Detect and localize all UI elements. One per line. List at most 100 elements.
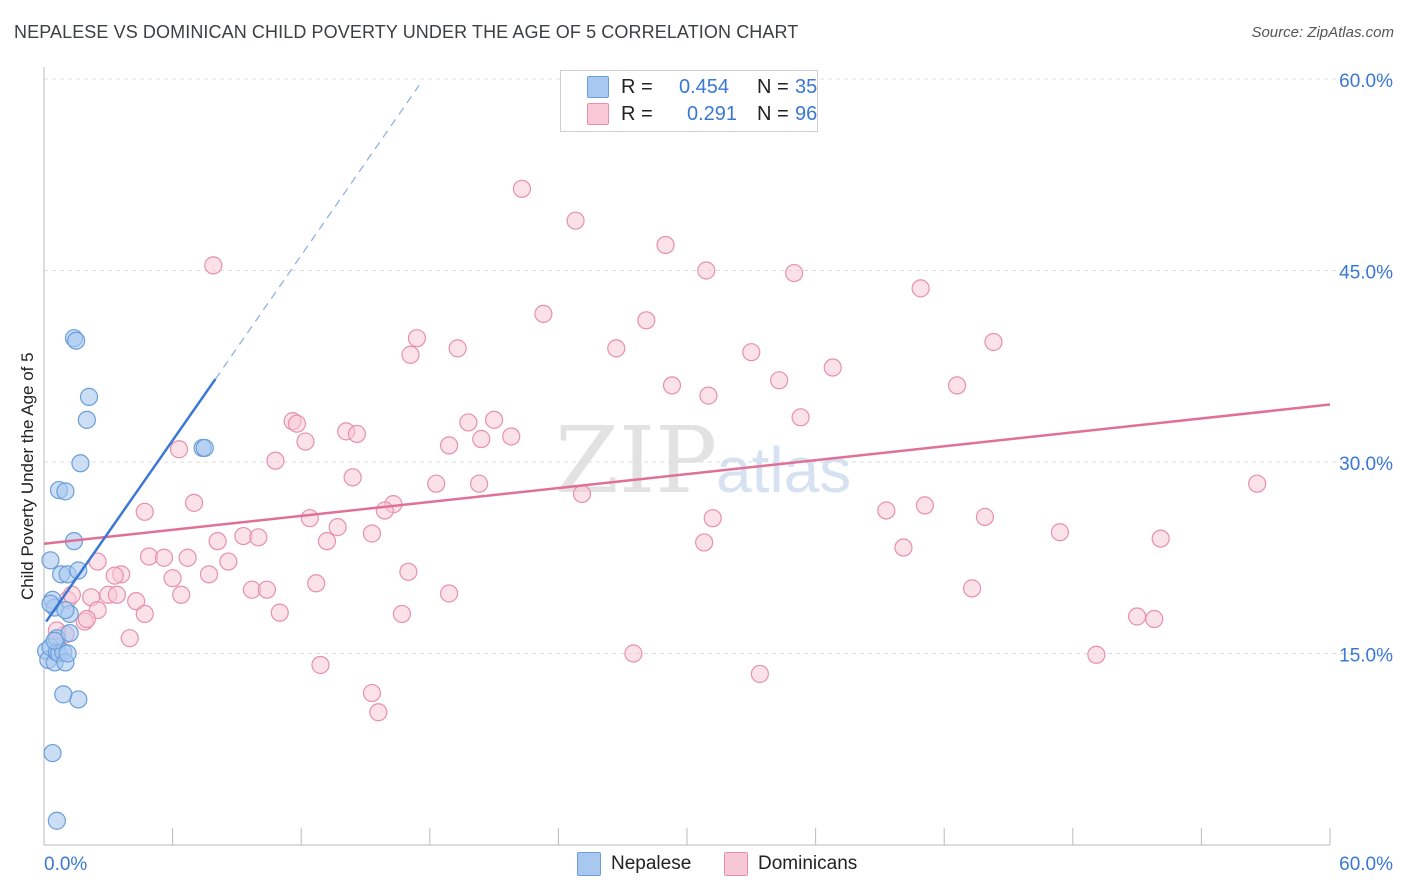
y-tick-label: 60.0% — [1339, 71, 1393, 92]
nepalese-point — [79, 387, 99, 406]
series-legend-nepalese: Nepalese — [577, 850, 691, 878]
legend: R = 0.454 N = 35 R = 0.291 N = 96 — [560, 70, 818, 132]
dominicans-point — [401, 345, 420, 364]
nepalese-legend-label: Nepalese — [611, 853, 692, 874]
dominicans-point — [656, 235, 675, 255]
dominicans-point — [894, 538, 913, 557]
dominicans-point — [459, 413, 478, 432]
dominicans-point — [962, 579, 982, 598]
dominicans-point — [1087, 645, 1106, 664]
dominicans-point — [300, 509, 319, 528]
nepalese-n-label: N = — [757, 75, 789, 98]
source-label: Source: ZipAtlas.com — [1251, 24, 1394, 41]
nepalese-point — [45, 631, 64, 650]
dominicans-point — [375, 501, 394, 520]
dominicans-point — [311, 655, 330, 675]
dominicans-n-label: N = — [757, 102, 789, 125]
dominicans-point — [347, 424, 367, 444]
dominicans-point — [120, 629, 139, 648]
dominicans-point — [392, 604, 412, 624]
gridlines — [44, 78, 1392, 654]
dominicans-point — [877, 501, 896, 520]
dominicans-point — [266, 451, 285, 470]
nepalese-point — [77, 410, 96, 429]
dominicans-point — [77, 609, 96, 629]
dominicans-point — [984, 332, 1003, 352]
nepalese-point — [71, 454, 90, 473]
trend-lines — [43, 85, 1331, 623]
dominicans-r-label: R = — [621, 102, 653, 125]
dominicans-point — [448, 339, 467, 358]
dominicans-point — [204, 256, 223, 275]
dominicans-point — [163, 569, 182, 588]
dominicans-point — [427, 474, 446, 493]
x-tick-label-max: 60.0% — [1339, 854, 1393, 875]
dominicans-point — [791, 408, 810, 427]
dominicans-point — [362, 683, 382, 703]
dominicans-point — [154, 548, 174, 567]
nepalese-legend-swatch — [577, 852, 601, 876]
dominicans-point — [607, 339, 626, 358]
dominicans-point — [169, 440, 189, 459]
dominicans-point — [703, 509, 722, 528]
dominicans-point — [1127, 607, 1147, 626]
nepalese-point — [56, 482, 75, 501]
dominicans-point — [270, 603, 289, 622]
dominicans-point — [105, 566, 124, 585]
chart-title: NEPALESE VS DOMINICAN CHILD POVERTY UNDE… — [14, 22, 799, 42]
dominicans-point — [439, 436, 459, 455]
dominicans-point — [139, 547, 159, 566]
dominicans-legend-swatch — [724, 852, 748, 876]
nepalese-trend-extension — [214, 85, 420, 380]
watermark: ZIP atlas — [555, 407, 851, 514]
series-legend-dominicans: Dominicans — [724, 850, 857, 878]
dominicans-point — [178, 548, 197, 567]
dominicans-point — [199, 565, 219, 584]
nepalese-r-value: 0.454 — [679, 75, 730, 98]
nepalese-trend-line — [45, 378, 217, 623]
dominicans-point — [328, 518, 347, 537]
nepalese-point — [67, 331, 86, 350]
dominicans-point — [208, 532, 227, 551]
y-tick-label: 30.0% — [1339, 454, 1393, 475]
watermark-atlas: atlas — [716, 434, 851, 506]
dominicans-point — [439, 584, 459, 603]
dominicans-point — [257, 580, 277, 599]
dominicans-point — [317, 532, 337, 551]
x-tick-label-min: 0.0% — [44, 854, 87, 875]
dominicans-point — [975, 507, 995, 526]
nepalese-swatch — [587, 76, 609, 98]
dominicans-point — [469, 474, 489, 493]
dominicans-point — [947, 376, 967, 395]
dominicans-legend-label: Dominicans — [758, 853, 858, 874]
dominicans-point — [249, 528, 268, 547]
dominicans-point — [362, 524, 382, 543]
dominicans-trend-line — [43, 403, 1331, 545]
dominicans-point — [343, 468, 362, 487]
dominicans-point — [1145, 609, 1164, 629]
dominicans-point — [534, 304, 553, 324]
dominicans-point — [135, 604, 154, 624]
dominicans-point — [296, 432, 315, 451]
dominicans-point — [135, 502, 154, 521]
nepalese-point — [195, 438, 214, 458]
dominicans-point — [399, 562, 418, 581]
dominicans-point — [512, 179, 532, 198]
dominicans-point — [770, 371, 789, 390]
dominicans-point — [1248, 474, 1267, 493]
nepalese-point — [56, 600, 75, 620]
axes — [43, 67, 1331, 846]
dominicans-point — [699, 386, 718, 405]
dominicans-point — [785, 263, 804, 283]
dominicans-point — [915, 496, 935, 515]
dominicans-point — [107, 585, 126, 604]
dominicans-swatch — [587, 103, 609, 125]
dominicans-point — [472, 429, 491, 449]
dominicans-point — [695, 533, 714, 552]
nepalese-point — [69, 561, 88, 580]
dominicans-point — [1151, 529, 1170, 548]
dominicans-point — [750, 664, 769, 684]
dominicans-point — [485, 410, 504, 429]
dominicans-point — [662, 376, 682, 395]
